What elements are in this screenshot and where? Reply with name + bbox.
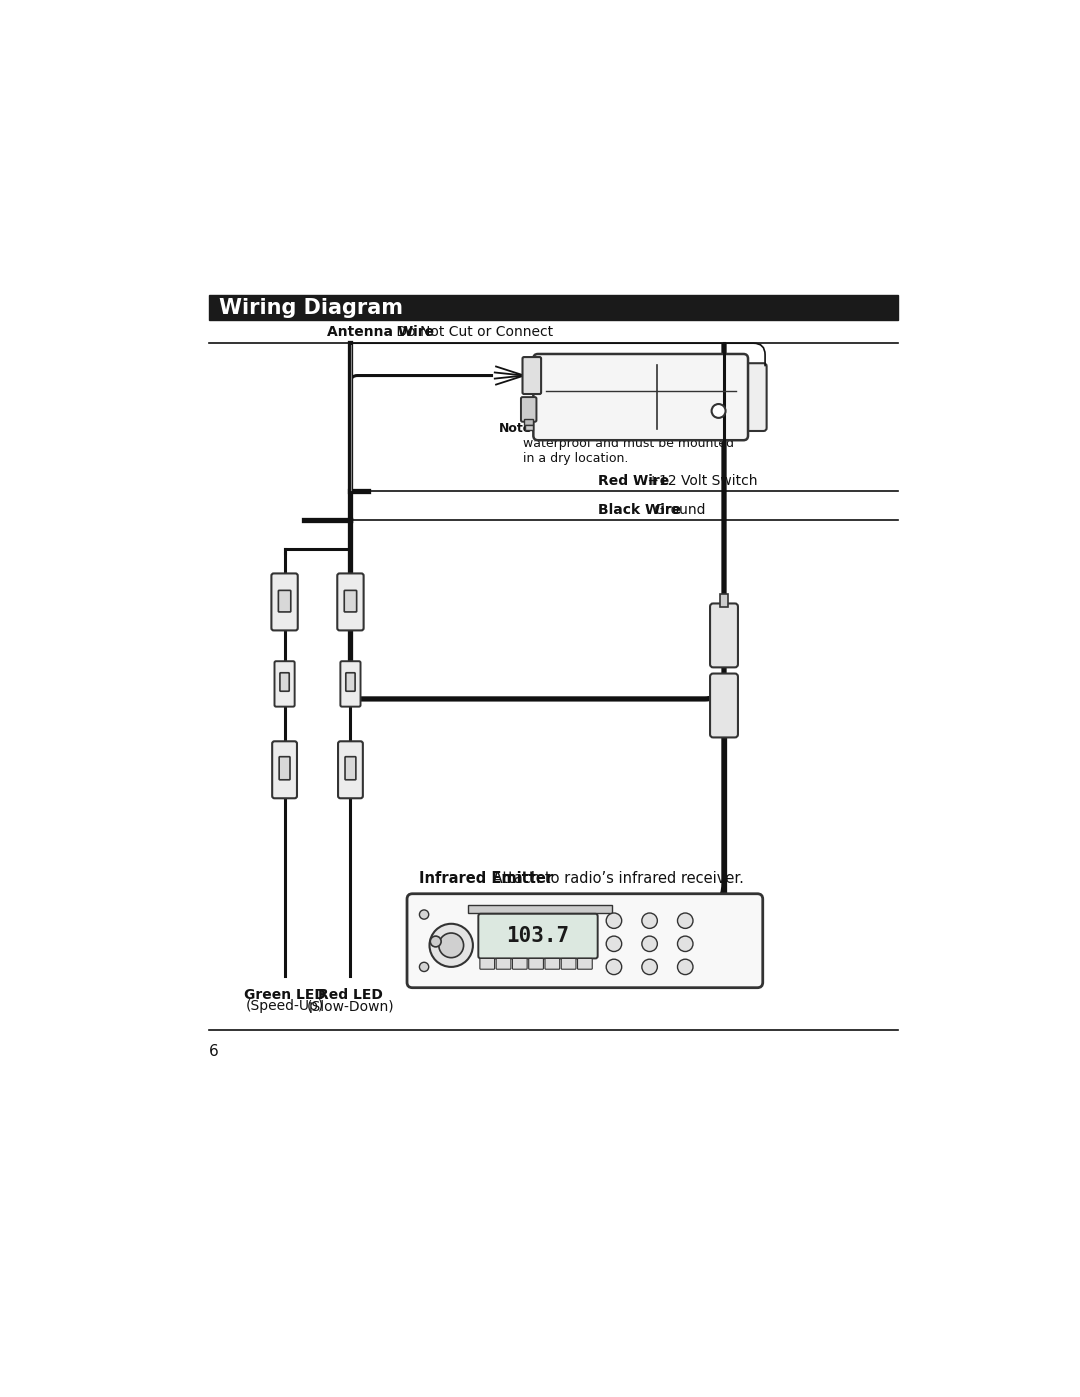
Text: Antenna Wire: Antenna Wire <box>327 326 434 339</box>
FancyBboxPatch shape <box>710 604 738 668</box>
FancyBboxPatch shape <box>272 742 297 798</box>
Text: Do Not Cut or Connect: Do Not Cut or Connect <box>392 326 553 339</box>
Circle shape <box>438 933 463 958</box>
Circle shape <box>606 936 622 951</box>
Bar <box>208 295 899 320</box>
Circle shape <box>606 960 622 975</box>
Bar <box>524 419 534 425</box>
FancyBboxPatch shape <box>496 958 511 970</box>
FancyBboxPatch shape <box>512 958 527 970</box>
Circle shape <box>430 923 473 967</box>
Text: Receiver’s housing is not
waterproof and must be mounted
in a dry location.: Receiver’s housing is not waterproof and… <box>524 422 734 465</box>
Text: +12 Volt Switch: +12 Volt Switch <box>643 474 757 488</box>
Circle shape <box>430 936 441 947</box>
Text: Note:: Note: <box>499 422 538 434</box>
Circle shape <box>677 914 693 929</box>
FancyBboxPatch shape <box>534 353 748 440</box>
Circle shape <box>677 960 693 975</box>
FancyBboxPatch shape <box>279 757 291 780</box>
Circle shape <box>642 960 658 975</box>
FancyBboxPatch shape <box>338 742 363 798</box>
Text: Infrared Emitter: Infrared Emitter <box>419 872 554 886</box>
Circle shape <box>606 914 622 929</box>
FancyBboxPatch shape <box>523 358 541 394</box>
FancyBboxPatch shape <box>529 958 543 970</box>
Text: (Slow-Down): (Slow-Down) <box>307 999 394 1013</box>
Circle shape <box>642 914 658 929</box>
FancyBboxPatch shape <box>280 673 289 692</box>
Circle shape <box>419 963 429 971</box>
Text: Wiring Diagram: Wiring Diagram <box>219 298 404 317</box>
FancyBboxPatch shape <box>480 958 495 970</box>
Bar <box>720 594 728 606</box>
Text: Red Wire: Red Wire <box>598 474 670 488</box>
FancyBboxPatch shape <box>478 914 597 958</box>
FancyBboxPatch shape <box>710 673 738 738</box>
FancyBboxPatch shape <box>279 591 291 612</box>
Text: (Speed-Up): (Speed-Up) <box>245 999 324 1013</box>
Text: Green LED: Green LED <box>244 988 325 1002</box>
Circle shape <box>712 404 726 418</box>
FancyBboxPatch shape <box>337 573 364 630</box>
FancyBboxPatch shape <box>407 894 762 988</box>
Text: Red LED: Red LED <box>318 988 383 1002</box>
Bar <box>525 425 532 430</box>
FancyBboxPatch shape <box>345 591 356 612</box>
FancyBboxPatch shape <box>271 573 298 630</box>
FancyBboxPatch shape <box>346 673 355 692</box>
Text: 6: 6 <box>208 1044 218 1059</box>
FancyBboxPatch shape <box>578 958 592 970</box>
Bar <box>469 905 611 914</box>
Text: Ground: Ground <box>649 503 705 517</box>
Circle shape <box>419 909 429 919</box>
FancyBboxPatch shape <box>545 958 559 970</box>
FancyBboxPatch shape <box>345 757 356 780</box>
Circle shape <box>642 936 658 951</box>
FancyBboxPatch shape <box>739 363 767 432</box>
Text: Attach to radio’s infrared receiver.: Attach to radio’s infrared receiver. <box>488 872 744 886</box>
FancyBboxPatch shape <box>521 397 537 422</box>
Circle shape <box>677 936 693 951</box>
Text: Black Wire: Black Wire <box>598 503 681 517</box>
FancyBboxPatch shape <box>340 661 361 707</box>
FancyBboxPatch shape <box>274 661 295 707</box>
Text: 103.7: 103.7 <box>507 926 569 946</box>
FancyBboxPatch shape <box>562 958 576 970</box>
